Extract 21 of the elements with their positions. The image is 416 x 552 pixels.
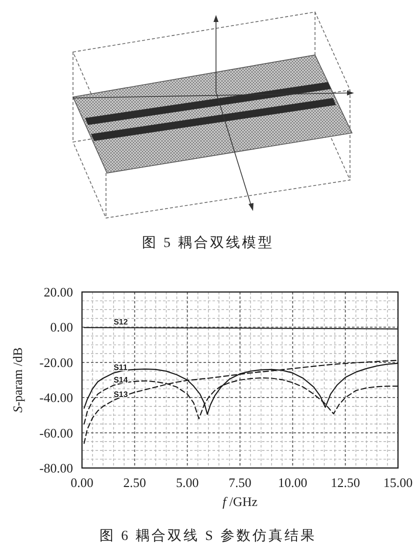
y-tick-label: -20.00: [39, 354, 73, 370]
text: 图 6 耦合双线 S 参数仿真结果: [100, 528, 316, 544]
y-tick-label: -60.00: [39, 425, 73, 440]
caption: 图 5 耦合双线模型: [142, 235, 274, 251]
x-tick-label: 5.00: [176, 475, 199, 490]
x-axis-title: f /GHz: [222, 494, 258, 509]
y-axis-title: S-param /dB: [10, 347, 25, 413]
y-tick-label: 0.00: [50, 320, 73, 335]
x-tick-label: 12.50: [330, 475, 360, 490]
x-tick-label: 0.00: [70, 475, 94, 490]
x-tick-label: 10.00: [278, 475, 308, 490]
series-label: S14: [114, 375, 128, 384]
series-label: S11: [114, 362, 128, 372]
y-tick-label: 20.00: [44, 284, 73, 300]
y-tick-label: -80.00: [39, 460, 73, 476]
x-tick-label: 2.50: [123, 475, 146, 490]
series-label: S12: [114, 318, 128, 327]
x-tick-label: 7.50: [228, 475, 252, 490]
series-label: S13: [114, 390, 128, 400]
y-tick-label: -40.00: [39, 390, 73, 406]
x-tick-label: 15.00: [383, 475, 413, 490]
